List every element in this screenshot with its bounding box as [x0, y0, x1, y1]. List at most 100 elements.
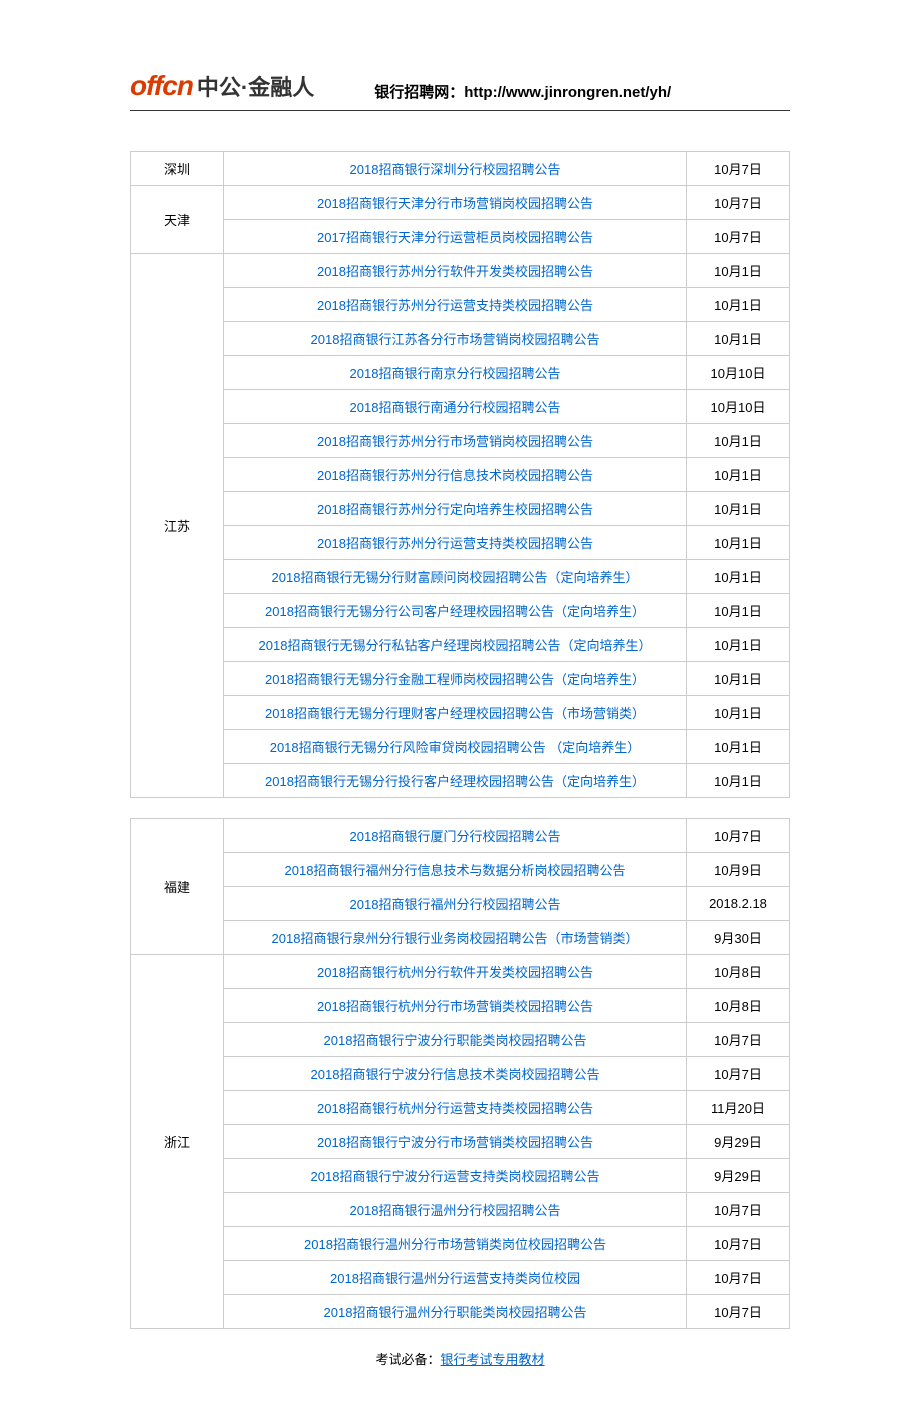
table-row: 福建2018招商银行厦门分行校园招聘公告10月7日 [131, 819, 790, 853]
site-url: http://www.jinrongren.net/yh/ [464, 84, 671, 101]
posting-link[interactable]: 2018招商银行江苏各分行市场营销岗校园招聘公告 [224, 322, 687, 356]
posting-link[interactable]: 2018招商银行无锡分行公司客户经理校园招聘公告（定向培养生） [224, 594, 687, 628]
region-cell: 江苏 [131, 254, 224, 798]
table-row: 2018招商银行无锡分行私钻客户经理岗校园招聘公告（定向培养生）10月1日 [131, 628, 790, 662]
recruitment-table-2: 福建2018招商银行厦门分行校园招聘公告10月7日2018招商银行福州分行信息技… [130, 818, 790, 1329]
region-cell: 浙江 [131, 955, 224, 1329]
table-row: 2018招商银行无锡分行风险审贷岗校园招聘公告 （定向培养生）10月1日 [131, 730, 790, 764]
table-row: 2018招商银行无锡分行理财客户经理校园招聘公告（市场营销类）10月1日 [131, 696, 790, 730]
posting-link[interactable]: 2018招商银行无锡分行私钻客户经理岗校园招聘公告（定向培养生） [224, 628, 687, 662]
table-row: 2018招商银行温州分行职能类岗校园招聘公告10月7日 [131, 1295, 790, 1329]
date-cell: 10月1日 [687, 322, 790, 356]
posting-link[interactable]: 2018招商银行无锡分行金融工程师岗校园招聘公告（定向培养生） [224, 662, 687, 696]
table-row: 2018招商银行江苏各分行市场营销岗校园招聘公告10月1日 [131, 322, 790, 356]
posting-link[interactable]: 2018招商银行宁波分行市场营销类校园招聘公告 [224, 1125, 687, 1159]
date-cell: 10月1日 [687, 458, 790, 492]
posting-link[interactable]: 2018招商银行无锡分行理财客户经理校园招聘公告（市场营销类） [224, 696, 687, 730]
table-row: 2018招商银行无锡分行投行客户经理校园招聘公告（定向培养生）10月1日 [131, 764, 790, 798]
posting-link[interactable]: 2018招商银行温州分行运营支持类岗位校园 [224, 1261, 687, 1295]
header-site: 银行招聘网：http://www.jinrongren.net/yh/ [374, 81, 790, 102]
table-row: 2018招商银行宁波分行市场营销类校园招聘公告9月29日 [131, 1125, 790, 1159]
site-label: 银行招聘网： [374, 84, 464, 101]
posting-link[interactable]: 2018招商银行无锡分行风险审贷岗校园招聘公告 （定向培养生） [224, 730, 687, 764]
posting-link[interactable]: 2018招商银行宁波分行运营支持类岗校园招聘公告 [224, 1159, 687, 1193]
posting-link[interactable]: 2018招商银行苏州分行软件开发类校园招聘公告 [224, 254, 687, 288]
date-cell: 10月1日 [687, 696, 790, 730]
region-cell: 天津 [131, 186, 224, 254]
page-header: offcn 中公·金融人 银行招聘网：http://www.jinrongren… [130, 70, 790, 111]
footer-link[interactable]: 银行考试专用教材 [441, 1352, 545, 1367]
posting-link[interactable]: 2018招商银行深圳分行校园招聘公告 [224, 152, 687, 186]
posting-link[interactable]: 2018招商银行苏州分行定向培养生校园招聘公告 [224, 492, 687, 526]
table-row: 2018招商银行泉州分行银行业务岗校园招聘公告（市场营销类）9月30日 [131, 921, 790, 955]
posting-link[interactable]: 2018招商银行杭州分行运营支持类校园招聘公告 [224, 1091, 687, 1125]
table-row: 2018招商银行苏州分行市场营销岗校园招聘公告10月1日 [131, 424, 790, 458]
table-row: 2018招商银行南京分行校园招聘公告10月10日 [131, 356, 790, 390]
logo-en: offcn [130, 70, 193, 102]
table-row: 2018招商银行苏州分行定向培养生校园招聘公告10月1日 [131, 492, 790, 526]
posting-link[interactable]: 2018招商银行温州分行校园招聘公告 [224, 1193, 687, 1227]
posting-link[interactable]: 2018招商银行宁波分行职能类岗校园招聘公告 [224, 1023, 687, 1057]
posting-link[interactable]: 2018招商银行温州分行职能类岗校园招聘公告 [224, 1295, 687, 1329]
table-row: 天津2018招商银行天津分行市场营销岗校园招聘公告10月7日 [131, 186, 790, 220]
date-cell: 10月7日 [687, 1295, 790, 1329]
date-cell: 10月1日 [687, 526, 790, 560]
posting-link[interactable]: 2017招商银行天津分行运营柜员岗校园招聘公告 [224, 220, 687, 254]
table-row: 2018招商银行宁波分行运营支持类岗校园招聘公告9月29日 [131, 1159, 790, 1193]
posting-link[interactable]: 2018招商银行厦门分行校园招聘公告 [224, 819, 687, 853]
table-row: 2018招商银行无锡分行财富顾问岗校园招聘公告（定向培养生）10月1日 [131, 560, 790, 594]
posting-link[interactable]: 2018招商银行苏州分行运营支持类校园招聘公告 [224, 526, 687, 560]
posting-link[interactable]: 2018招商银行无锡分行财富顾问岗校园招聘公告（定向培养生） [224, 560, 687, 594]
date-cell: 10月7日 [687, 1227, 790, 1261]
posting-link[interactable]: 2018招商银行南通分行校园招聘公告 [224, 390, 687, 424]
footer-label: 考试必备： [375, 1352, 440, 1367]
date-cell: 10月1日 [687, 594, 790, 628]
table-row: 2018招商银行宁波分行信息技术类岗校园招聘公告10月7日 [131, 1057, 790, 1091]
footer: 考试必备：银行考试专用教材 [130, 1349, 790, 1368]
date-cell: 10月7日 [687, 152, 790, 186]
date-cell: 10月8日 [687, 989, 790, 1023]
posting-link[interactable]: 2018招商银行杭州分行市场营销类校园招聘公告 [224, 989, 687, 1023]
posting-link[interactable]: 2018招商银行苏州分行运营支持类校园招聘公告 [224, 288, 687, 322]
date-cell: 10月9日 [687, 853, 790, 887]
date-cell: 10月1日 [687, 730, 790, 764]
posting-link[interactable]: 2018招商银行杭州分行软件开发类校园招聘公告 [224, 955, 687, 989]
date-cell: 10月1日 [687, 492, 790, 526]
table-row: 2018招商银行杭州分行市场营销类校园招聘公告10月8日 [131, 989, 790, 1023]
table-row: 2018招商银行南通分行校园招聘公告10月10日 [131, 390, 790, 424]
posting-link[interactable]: 2018招商银行福州分行校园招聘公告 [224, 887, 687, 921]
date-cell: 10月1日 [687, 628, 790, 662]
posting-link[interactable]: 2018招商银行泉州分行银行业务岗校园招聘公告（市场营销类） [224, 921, 687, 955]
table-row: 浙江2018招商银行杭州分行软件开发类校园招聘公告10月8日 [131, 955, 790, 989]
date-cell: 10月7日 [687, 220, 790, 254]
date-cell: 10月7日 [687, 1261, 790, 1295]
logo-cn: 中公·金融人 [197, 70, 314, 102]
table-row: 2018招商银行苏州分行信息技术岗校园招聘公告10月1日 [131, 458, 790, 492]
table-row: 2018招商银行温州分行市场营销类岗位校园招聘公告10月7日 [131, 1227, 790, 1261]
date-cell: 10月7日 [687, 186, 790, 220]
date-cell: 10月7日 [687, 1023, 790, 1057]
table-row: 2018招商银行无锡分行金融工程师岗校园招聘公告（定向培养生）10月1日 [131, 662, 790, 696]
posting-link[interactable]: 2018招商银行福州分行信息技术与数据分析岗校园招聘公告 [224, 853, 687, 887]
table-row: 2017招商银行天津分行运营柜员岗校园招聘公告10月7日 [131, 220, 790, 254]
posting-link[interactable]: 2018招商银行南京分行校园招聘公告 [224, 356, 687, 390]
table-row: 2018招商银行福州分行信息技术与数据分析岗校园招聘公告10月9日 [131, 853, 790, 887]
date-cell: 10月8日 [687, 955, 790, 989]
date-cell: 10月1日 [687, 254, 790, 288]
date-cell: 10月1日 [687, 288, 790, 322]
date-cell: 10月1日 [687, 764, 790, 798]
table-row: 2018招商银行苏州分行运营支持类校园招聘公告10月1日 [131, 526, 790, 560]
posting-link[interactable]: 2018招商银行天津分行市场营销岗校园招聘公告 [224, 186, 687, 220]
table-row: 2018招商银行福州分行校园招聘公告2018.2.18 [131, 887, 790, 921]
table-row: 2018招商银行宁波分行职能类岗校园招聘公告10月7日 [131, 1023, 790, 1057]
posting-link[interactable]: 2018招商银行无锡分行投行客户经理校园招聘公告（定向培养生） [224, 764, 687, 798]
recruitment-table-1: 深圳2018招商银行深圳分行校园招聘公告10月7日天津2018招商银行天津分行市… [130, 151, 790, 798]
table-row: 2018招商银行杭州分行运营支持类校园招聘公告11月20日 [131, 1091, 790, 1125]
posting-link[interactable]: 2018招商银行温州分行市场营销类岗位校园招聘公告 [224, 1227, 687, 1261]
date-cell: 10月1日 [687, 560, 790, 594]
table-row: 深圳2018招商银行深圳分行校园招聘公告10月7日 [131, 152, 790, 186]
posting-link[interactable]: 2018招商银行宁波分行信息技术类岗校园招聘公告 [224, 1057, 687, 1091]
date-cell: 10月7日 [687, 1193, 790, 1227]
posting-link[interactable]: 2018招商银行苏州分行信息技术岗校园招聘公告 [224, 458, 687, 492]
posting-link[interactable]: 2018招商银行苏州分行市场营销岗校园招聘公告 [224, 424, 687, 458]
